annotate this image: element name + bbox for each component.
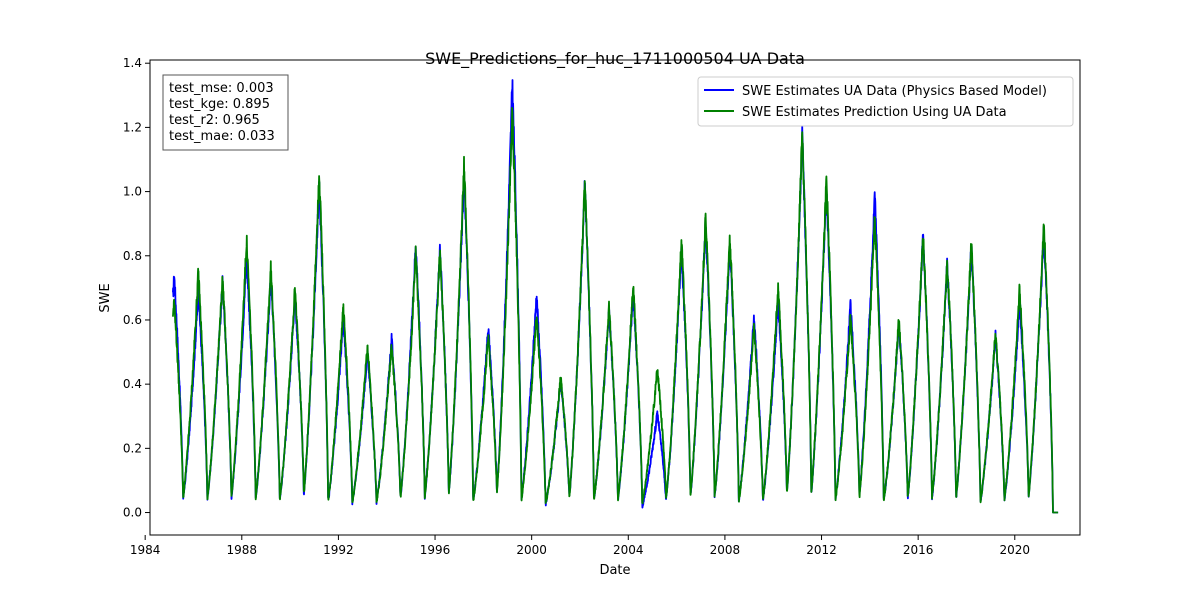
metrics-box: test_mse: 0.003 test_kge: 0.895 test_r2:… — [162, 74, 289, 151]
y-tick-label: 0.2 — [123, 441, 142, 455]
plot-lines — [172, 79, 1059, 514]
chart-title: SWE_Predictions_for_huc_1711000504 UA Da… — [425, 49, 805, 69]
x-tick-label: 1996 — [420, 543, 451, 557]
metrics-box-frame — [162, 74, 289, 151]
plot-frame — [149, 59, 1081, 536]
y-tick-label: 0.4 — [123, 377, 142, 391]
legend-frame — [697, 76, 1074, 127]
x-tick-label: 2008 — [710, 543, 741, 557]
metric-mae: test_mae: 0.033 — [169, 129, 275, 144]
metric-mse: test_mse: 0.003 — [169, 81, 274, 96]
y-tick-label: 1.0 — [123, 185, 142, 199]
series-line-prediction — [172, 107, 1059, 514]
x-tick-label: 1984 — [130, 543, 161, 557]
legend: SWE Estimates UA Data (Physics Based Mod… — [697, 76, 1074, 127]
x-tick-label: 2012 — [806, 543, 837, 557]
y-axis-label: SWE — [98, 283, 113, 312]
metric-r2: test_r2: 0.965 — [169, 113, 260, 128]
x-axis: 1984 1988 1992 1996 2000 2004 2008 2012 2016 2020 — [130, 535, 1030, 557]
legend-label-prediction: SWE Estimates Prediction Using UA Data — [742, 105, 1007, 120]
y-tick-label: 0.0 — [123, 506, 142, 520]
metric-kge: test_kge: 0.895 — [169, 97, 270, 112]
x-tick-label: 1992 — [323, 543, 354, 557]
x-axis-label: Date — [599, 563, 630, 578]
x-tick-label: 2004 — [613, 543, 644, 557]
y-tick-label: 1.4 — [123, 56, 142, 70]
y-tick-label: 1.2 — [123, 120, 142, 134]
x-tick-label: 2000 — [516, 543, 547, 557]
x-tick-label: 2020 — [1000, 543, 1031, 557]
x-tick-label: 1988 — [227, 543, 258, 557]
y-tick-label: 0.8 — [123, 249, 142, 263]
x-tick-label: 2016 — [903, 543, 934, 557]
y-axis: 0.0 0.2 0.4 0.6 0.8 1.0 1.2 1.4 — [123, 56, 150, 520]
y-tick-label: 0.6 — [123, 313, 142, 327]
legend-label-physics: SWE Estimates UA Data (Physics Based Mod… — [742, 84, 1047, 99]
